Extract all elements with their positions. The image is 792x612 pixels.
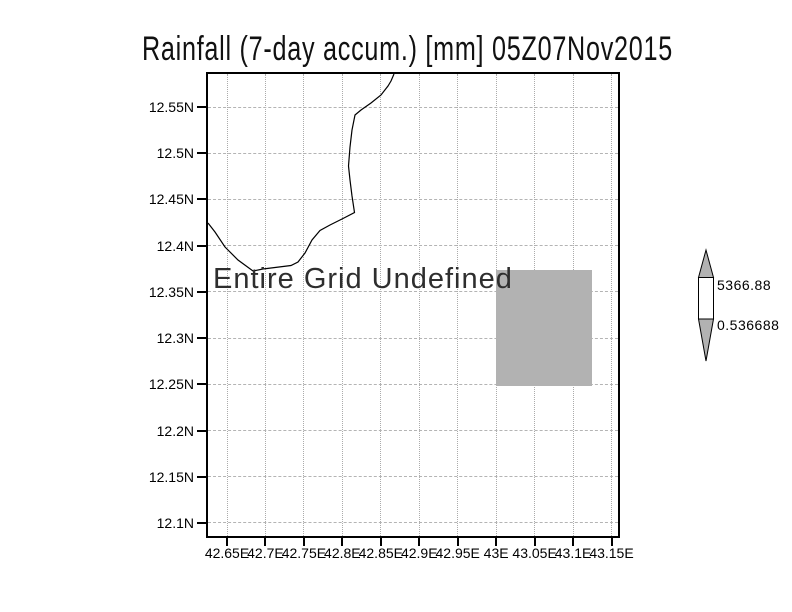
y-tick-label: 12.1N [156,514,194,531]
x-tick-label: 42.9E [400,545,438,561]
x-tick-label: 42.75E [281,545,327,561]
x-tick [302,538,305,546]
y-tick-label: 12.35N [148,283,194,300]
x-gridline [303,74,305,536]
y-tick [197,337,206,340]
y-tick [197,106,206,108]
x-tick [264,538,267,546]
x-tick [533,538,536,546]
y-gridline [208,337,618,339]
colorbar-box [698,277,714,320]
y-gridline [208,476,618,478]
x-tick [495,538,498,546]
undefined-grid-text: Entire Grid Undefined [213,263,513,295]
x-gridline [457,74,459,536]
x-tick-label: 42.8E [324,545,361,561]
y-tick-label: 12.55N [148,99,194,115]
colorbar [697,248,715,362]
x-tick-label: 43.15E [589,545,634,561]
x-tick-label: 42.95E [435,545,480,561]
y-gridline [208,198,618,200]
x-gridline [418,74,420,536]
plot-area [206,72,620,538]
colorbar-down-triangle [697,318,715,362]
y-tick-label: 12.3N [156,330,194,347]
x-gridline [611,74,612,536]
x-tick-label: 43.1E [554,545,592,561]
x-tick [610,538,613,546]
colorbar-max-label: 5366.88 [717,277,772,293]
x-gridline [264,74,266,536]
colorbar-up-triangle [697,248,715,278]
x-tick-label: 42.7E [247,545,284,561]
x-gridline [341,74,343,536]
undefined-region [496,270,592,386]
y-gridline [208,430,618,432]
y-tick-label: 12.15N [148,468,194,485]
y-gridline [208,522,618,524]
y-tick [197,521,206,524]
y-tick [197,429,206,432]
y-gridline [208,106,618,108]
x-tick-label: 43.05E [512,545,557,561]
x-tick-label: 43E [483,545,509,561]
x-tick [418,538,421,546]
x-tick [379,538,382,546]
y-gridline [208,291,618,293]
x-tick-label: 42.65E [204,545,250,561]
map-canvas [208,74,592,386]
x-tick [226,538,228,546]
y-tick [197,198,206,201]
y-tick-label: 12.2N [156,422,194,439]
plot-title: Rainfall (7-day accum.) [mm] 05Z07Nov201… [142,30,673,68]
x-gridline [226,74,228,536]
y-tick [197,244,206,247]
y-tick [197,152,206,155]
x-tick-label: 42.85E [358,545,403,561]
x-tick [456,538,459,546]
y-tick [197,475,206,478]
x-tick [572,538,575,546]
x-tick [341,538,344,546]
colorbar-min-label: 0.536688 [717,317,780,333]
y-gridline [208,383,618,385]
y-tick-label: 12.45N [148,191,194,208]
y-tick-label: 12.4N [156,237,194,254]
y-gridline [208,245,618,247]
y-tick-label: 12.5N [156,145,194,162]
y-tick-label: 12.25N [148,376,194,393]
y-tick [197,290,206,293]
x-gridline [380,74,382,536]
y-tick [197,383,206,386]
coastline [208,74,395,272]
y-gridline [208,152,618,154]
